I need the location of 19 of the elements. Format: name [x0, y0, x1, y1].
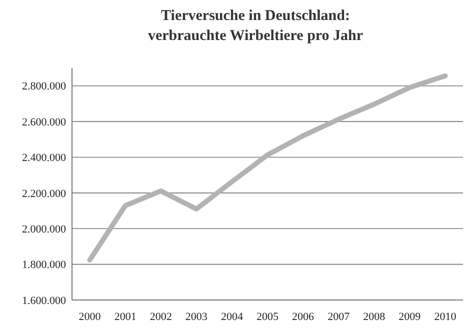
x-tick-label: 2002	[150, 311, 172, 323]
x-tick-label: 2005	[256, 311, 279, 323]
x-tick-label: 2006	[292, 311, 315, 323]
x-tick-label: 2001	[114, 311, 136, 323]
x-tick-label: 2007	[328, 311, 350, 323]
y-tick-label: 2.600.000	[22, 116, 66, 128]
y-tick-label: 2.000.000	[22, 223, 66, 236]
x-tick-label: 2003	[185, 311, 208, 323]
y-tick-label: 2.800.000	[22, 80, 66, 93]
y-tick-label: 1.800.000	[22, 259, 66, 272]
x-tick-label: 2009	[398, 311, 422, 323]
y-tick-label: 2.200.000	[22, 188, 66, 200]
x-tick-label: 2008	[363, 311, 386, 323]
chart-title: Tierversuche in Deutschland: verbrauchte Wirbeltiere pro Jahr	[148, 8, 364, 44]
y-tick-label: 1.600.000	[22, 294, 66, 307]
x-tick-label: 2010	[434, 311, 457, 323]
y-tick-label: 2.400.000	[22, 152, 66, 164]
x-tick-label: 2000	[78, 311, 102, 323]
x-tick-label: 2004	[220, 311, 244, 323]
